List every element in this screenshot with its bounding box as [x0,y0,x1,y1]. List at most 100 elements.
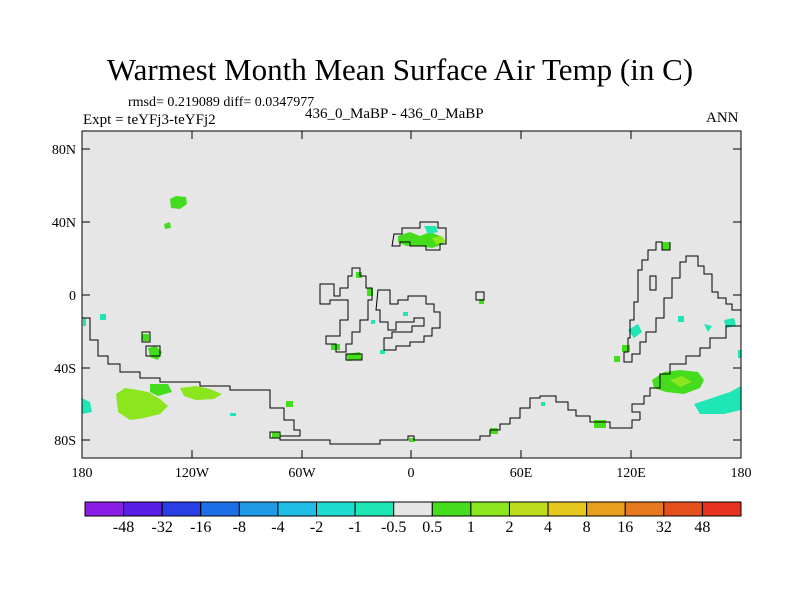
anomaly-patch [356,272,362,278]
anomaly-patch [670,376,692,387]
anomaly-patch [272,432,279,438]
anomaly-patch [100,314,106,320]
anomaly-patch [371,320,375,324]
colorbar-swatch [663,501,703,517]
colorbar-label: 8 [583,519,591,536]
anomaly-patch [628,324,642,338]
colorbar-label: -2 [310,519,323,536]
tick-marks [82,131,741,458]
land-outline [623,241,741,363]
anomaly-patch [403,312,408,316]
anomaly-patch [164,222,171,229]
anomaly-patch [142,334,149,341]
anomaly-patch [694,386,741,414]
y-tick-label: 80N [52,143,76,158]
colorbar-swatch [624,501,665,517]
anomaly-patch [704,324,712,332]
colorbar-swatch [84,501,125,517]
land-outline [391,221,447,251]
anomaly-patch [614,356,620,362]
colorbar-swatch [354,501,395,517]
land-outline [375,289,441,351]
land-outlines [82,221,741,445]
land-outline [345,353,363,361]
colorbar-swatch [470,501,510,517]
colorbar-swatch [701,501,742,517]
y-tick-label: 0 [69,289,76,304]
x-tick-label: 0 [408,466,415,481]
colorbar-label: 48 [694,519,710,536]
colorbar-swatch [277,501,318,517]
colorbar-swatch [238,501,279,517]
anomaly-patch [662,242,670,250]
colorbar-label: 2 [505,519,513,536]
land-outline [82,317,640,445]
colorbar-swatch [431,501,472,517]
anomaly-patch [170,196,187,209]
anomaly-patch [424,226,438,234]
colorbar-label: -4 [271,519,284,536]
anomaly-patch [678,316,684,322]
y-tick-labels: 80N 40N 0 40S 80S [52,143,76,449]
land-outline [269,431,281,439]
experiment-label: Expt = teYFj3-teYFj2 [83,112,216,128]
colorbar-swatch [123,501,163,517]
land-outline [145,345,161,357]
plot-title: Warmest Month Mean Surface Air Temp (in … [106,52,694,87]
colorbar-label: -32 [152,519,173,536]
stats-label: rmsd= 0.219089 diff= 0.0347977 [128,95,315,110]
colorbar-swatch [161,501,202,517]
colorbar-swatch [316,501,356,517]
season-label: ANN [706,110,739,126]
colorbar-label: 1 [467,519,475,536]
land-outline [631,325,741,420]
anomaly-patch [150,384,172,396]
x-tick-labels: 180 120W 60W 0 60E 120E 180 [72,466,752,481]
colorbar-label: -48 [113,519,134,536]
anomaly-patch [594,420,606,428]
land-outline [319,267,373,353]
anomaly-patch [286,401,293,407]
colorbar-label: 4 [544,519,552,536]
anomaly-patch [432,236,446,244]
colorbar-swatch [586,501,626,517]
colorbar-swatch [200,501,240,517]
land-outline [475,291,485,301]
y-tick-label: 40S [54,362,76,377]
anomaly-patch [82,398,92,414]
colorbar [84,501,742,517]
colorbar-label: 16 [617,519,633,536]
anomaly-patch [180,386,222,400]
anomaly-patch [738,350,741,358]
anomaly-patch [83,318,86,326]
colorbar-swatch [393,501,433,517]
anomaly-patch [380,350,385,354]
colorbar-label: -1 [348,519,361,536]
period-label: 436_0_MaBP - 436_0_MaBP [305,106,484,122]
x-tick-label: 60W [288,466,316,481]
x-tick-label: 120W [175,466,210,481]
map-background [82,131,741,458]
colorbar-swatch [508,501,549,517]
anomaly-patch [230,413,236,416]
x-tick-label: 120E [616,466,646,481]
colorbar-swatch [547,501,588,517]
anomaly-patch [622,345,630,352]
x-tick-label: 60E [510,466,533,481]
colorbar-label: 32 [656,519,672,536]
colorbar-label: -0.5 [381,519,406,536]
colorbar-label: -16 [190,519,211,536]
land-outline [649,275,657,291]
colorbar-label: 0.5 [422,519,442,536]
colorbar-label: -8 [233,519,246,536]
y-tick-label: 80S [54,434,76,449]
colorbar-labels: -48 -32 -16 -8 -4 -2 -1 -0.5 0.5 1 2 4 8 16 32 48 [113,519,710,536]
x-tick-label: 180 [731,466,752,481]
x-tick-label: 180 [72,466,93,481]
y-tick-label: 40N [52,216,76,231]
land-outline [141,331,151,343]
anomaly-patch [541,402,545,406]
anomaly-patch [116,388,168,420]
anomaly-patches [82,196,741,442]
